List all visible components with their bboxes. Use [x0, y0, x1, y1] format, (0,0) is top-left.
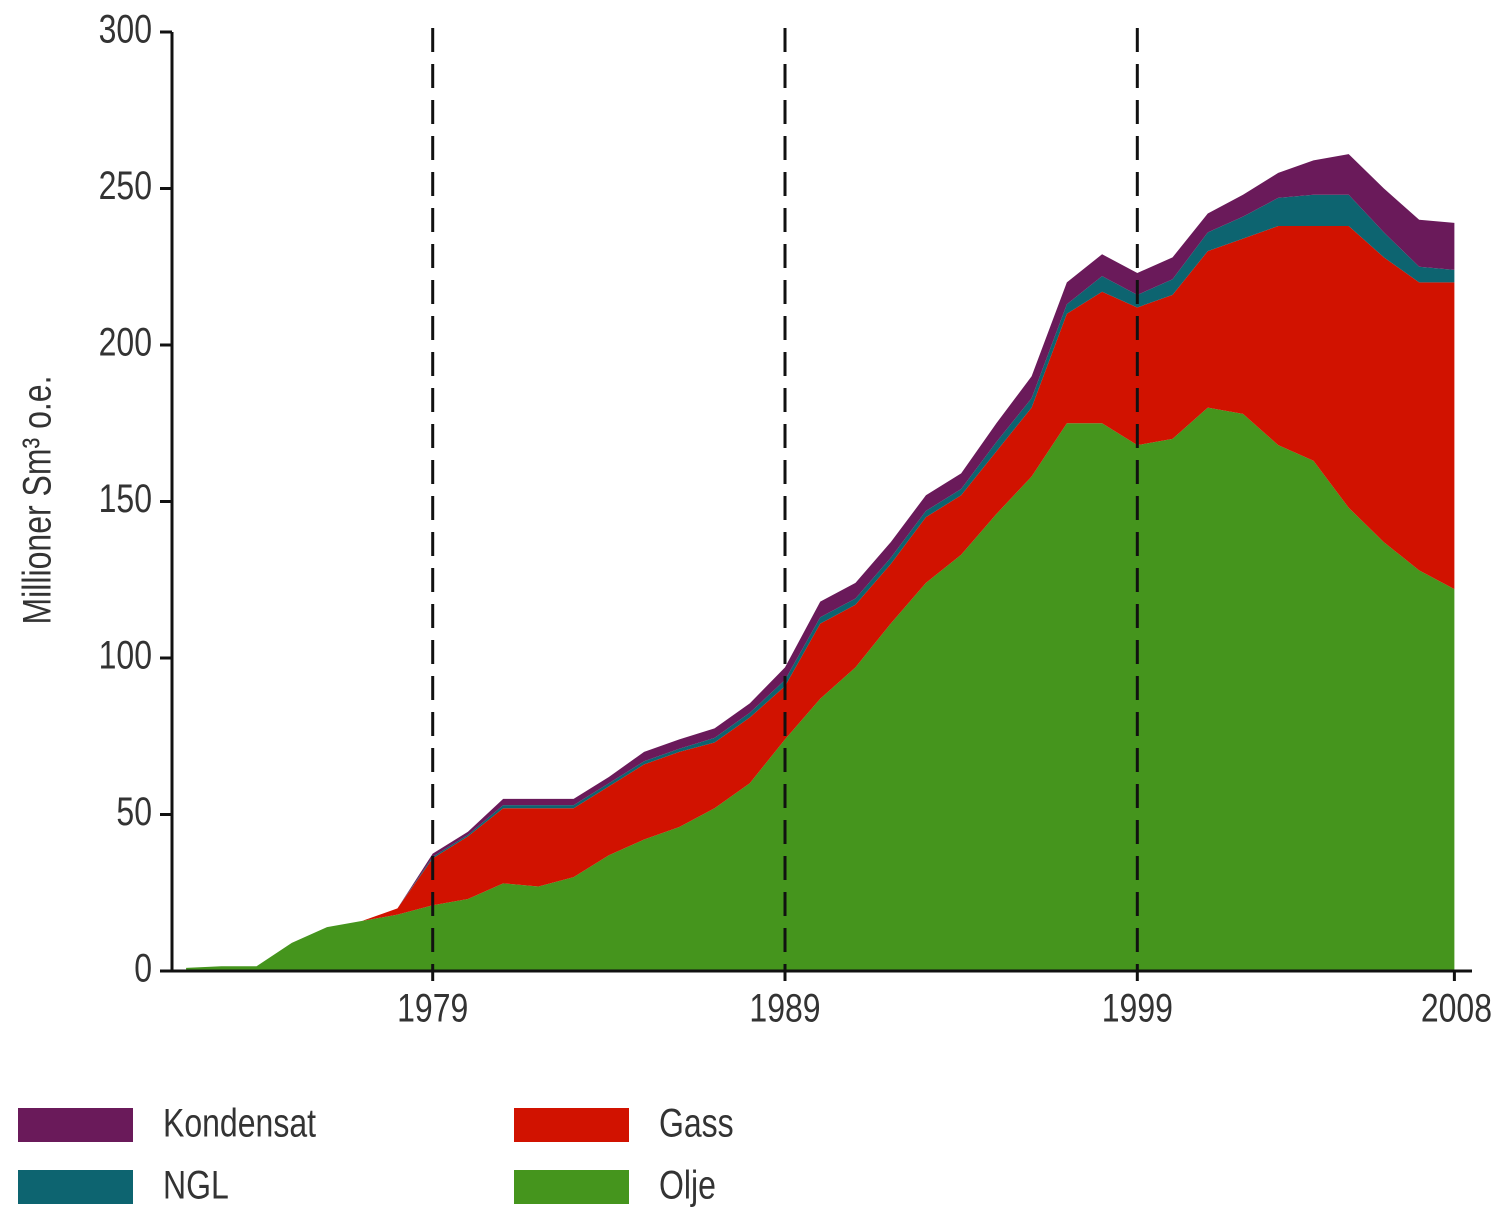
y-tick-label: 300 [99, 6, 152, 51]
y-axis-label: Millioner Sm³ o.e. [14, 376, 59, 625]
legend-swatch [18, 1170, 133, 1204]
y-tick-label: 150 [99, 476, 152, 521]
y-tick-label: 250 [99, 163, 152, 208]
x-tick-label: 1989 [749, 985, 820, 1030]
x-tick-label: 2008 [1421, 985, 1492, 1030]
legend-swatch [18, 1108, 133, 1142]
y-tick-label: 100 [99, 632, 152, 677]
legend-swatch [514, 1108, 629, 1142]
legend-label: NGL [163, 1162, 229, 1207]
legend-label: Gass [659, 1100, 734, 1145]
legend-label: Kondensat [163, 1100, 316, 1145]
legend-label: Olje [659, 1162, 716, 1207]
x-tick-label: 1979 [397, 985, 468, 1030]
y-tick-label: 0 [134, 945, 152, 990]
y-tick-label: 50 [116, 789, 152, 834]
x-tick-label: 1999 [1102, 985, 1173, 1030]
legend-swatch [514, 1170, 629, 1204]
y-tick-label: 200 [99, 319, 152, 364]
